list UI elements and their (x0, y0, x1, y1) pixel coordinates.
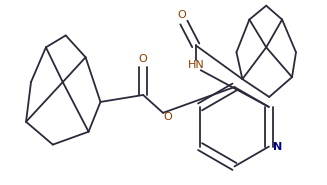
Text: HN: HN (187, 60, 204, 70)
Text: O: O (139, 54, 147, 64)
Text: O: O (164, 112, 172, 122)
Text: N: N (273, 142, 283, 152)
Text: O: O (178, 10, 186, 20)
